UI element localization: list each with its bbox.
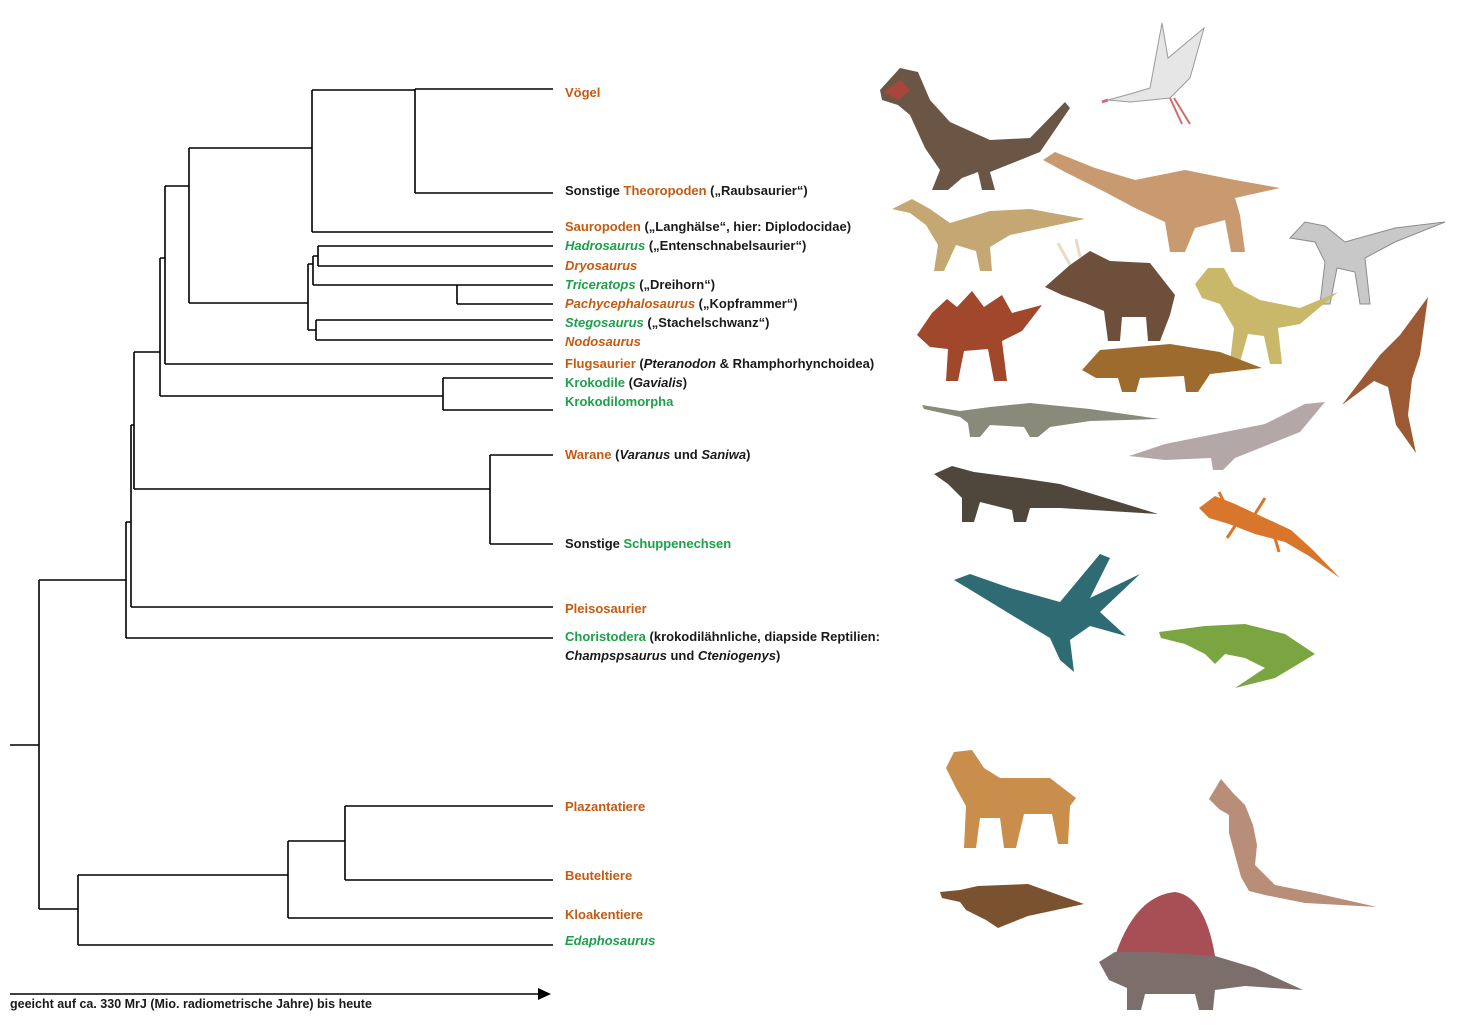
label-edaphosaurus: Edaphosaurus: [565, 933, 656, 948]
label-voegel: Vögel: [565, 85, 601, 100]
dryosaurus-illustration: [1288, 221, 1446, 305]
label-triceratops: Triceratops („Dreihorn“): [565, 277, 716, 292]
label-flugsaurier: Flugsaurier (Pteranodon & Rhamphorhyncho…: [565, 356, 875, 371]
label-krokodile: Krokodile (Gavialis): [565, 375, 688, 390]
label-pleisosaurier: Pleisosaurier: [565, 601, 647, 616]
branch-sauropsids: [39, 522, 127, 638]
label-beuteltiere: Beuteltiere: [565, 868, 633, 883]
label-pachycephalosaurus: Pachycephalosaurus („Kopframmer“): [565, 296, 798, 311]
label-hadrosaurus: Hadrosaurus („Entenschnabelsaurier“): [565, 238, 807, 253]
label-krokodilomorpha: Krokodilomorpha: [565, 394, 674, 409]
triceratops-illustration: [1045, 238, 1175, 341]
label-nodosaurus: Nodosaurus: [565, 334, 641, 349]
bird-illustration: [1101, 22, 1205, 125]
label-choristodera: Choristodera (krokodilähnliche, diapside…: [565, 629, 880, 663]
saber-tooth-cat-illustration: [946, 750, 1076, 848]
gecko-illustration: [1199, 491, 1340, 578]
tyrannosaurus-illustration: [880, 68, 1070, 190]
label-theropoden: Sonstige Theoropoden („Raubsaurier“): [565, 183, 808, 198]
crocodylomorph-illustration: [1129, 402, 1325, 470]
plesiosaur-illustration: [954, 554, 1140, 672]
label-warane: Warane (Varanus und Saniwa): [565, 447, 751, 462]
monitor-lizard-illustration: [934, 466, 1158, 522]
nodosaurus-illustration: [1082, 344, 1262, 392]
branch-synapsids: [39, 875, 79, 945]
label-plazantatiere: Plazantatiere: [565, 799, 646, 814]
sauropod-illustration: [1043, 152, 1280, 252]
time-axis-caption: geeicht auf ca. 330 MrJ (Mio. radiometri…: [10, 997, 372, 1011]
hadrosaurus-illustration: [892, 199, 1085, 271]
choristodere-illustration: [1159, 624, 1315, 688]
gavial-illustration: [922, 403, 1160, 437]
label-kloakentiere: Kloakentiere: [565, 907, 644, 922]
kangaroo-illustration: [1209, 779, 1377, 907]
platypus-illustration: [940, 884, 1084, 928]
edaphosaurus-illustration: [1099, 892, 1303, 1010]
label-sauropoden: Sauropoden („Langhälse“, hier: Diplodoci…: [565, 219, 852, 234]
time-arrow-head: [538, 988, 551, 1000]
label-dryosaurus: Dryosaurus: [565, 258, 638, 273]
pachycephalosaurus-illustration: [1195, 268, 1338, 364]
label-stegosaurus: Stegosaurus („Stachelschwanz“): [565, 315, 770, 330]
pteranodon-illustration: [1342, 297, 1428, 453]
label-schuppenechsen: Sonstige Schuppenechsen: [565, 536, 732, 551]
stegosaurus-illustration: [917, 291, 1042, 381]
